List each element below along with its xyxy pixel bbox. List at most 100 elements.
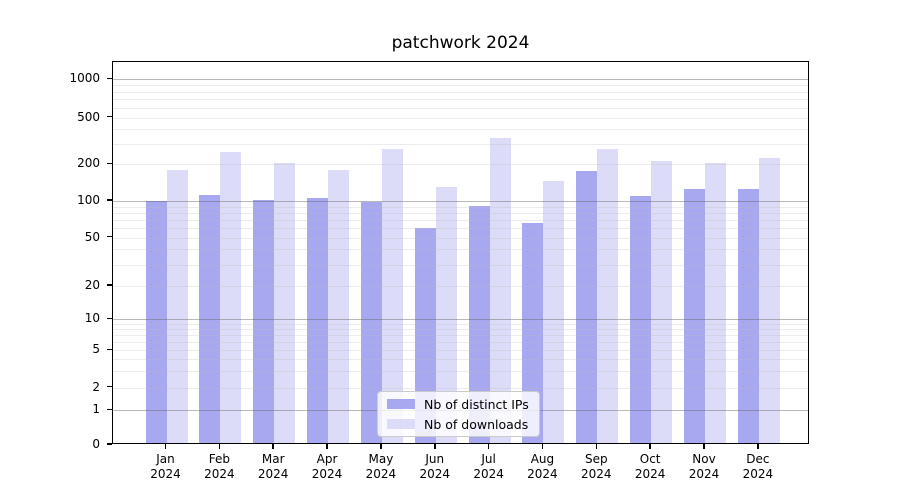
- gridline-minor: [113, 143, 808, 145]
- bar-downloads-jan: [166, 170, 188, 443]
- legend-swatch-distinct-ips: [387, 399, 415, 409]
- y-tick-mark: [107, 77, 112, 80]
- gridline-minor: [113, 206, 808, 208]
- y-tick-label: 1: [92, 402, 100, 417]
- bar-downloads-sep: [597, 149, 619, 443]
- legend-label-distinct-ips: Nb of distinct IPs: [424, 396, 529, 412]
- y-tick-label: 100: [77, 193, 100, 207]
- legend-entry-distinct-ips: Nb of distinct IPs: [387, 397, 529, 412]
- plot-area: [112, 61, 809, 444]
- chart-title: patchwork 2024: [391, 33, 530, 53]
- legend-label-downloads: Nb of downloads: [424, 416, 529, 432]
- bar-distinct-ips-nov: [684, 188, 705, 443]
- gridline-minor: [113, 359, 808, 361]
- x-tick-label-dec: Dec 2024: [742, 452, 774, 481]
- bar-downloads-mar: [274, 163, 296, 443]
- x-tick-label-jul: Jul 2024: [473, 452, 504, 481]
- y-tick-mark: [107, 348, 112, 351]
- gridline-minor: [113, 99, 808, 101]
- x-tick-mark: [703, 444, 705, 449]
- bar-downloads-jul: [489, 137, 511, 443]
- bar-downloads-aug: [543, 181, 565, 443]
- bar-distinct-ips-sep: [576, 170, 598, 443]
- x-tick-label-mar: Mar 2024: [257, 452, 289, 481]
- gridline-minor: [113, 350, 808, 352]
- bar-distinct-ips-oct: [630, 195, 652, 443]
- bar-downloads-nov: [705, 162, 726, 443]
- gridline-minor: [113, 329, 808, 331]
- gridline-minor: [113, 387, 808, 389]
- x-tick-mark: [164, 444, 167, 449]
- y-tick-label: 0: [92, 437, 100, 451]
- gridline-minor: [113, 335, 808, 337]
- gridline-major: [113, 319, 808, 321]
- gridline-minor: [113, 371, 808, 373]
- x-tick-mark: [541, 444, 544, 449]
- y-tick-label: 20: [84, 278, 100, 292]
- y-tick-mark: [107, 162, 112, 165]
- bar-distinct-ips-may: [360, 201, 382, 443]
- y-tick-label: 10: [84, 311, 100, 326]
- y-tick-mark: [107, 235, 112, 238]
- bar-downloads-dec: [758, 157, 780, 443]
- bar-distinct-ips-mar: [253, 199, 275, 443]
- x-tick-mark: [326, 444, 328, 449]
- y-tick-label: 1000: [69, 71, 100, 86]
- gridline-major: [113, 201, 808, 202]
- x-tick-mark: [272, 444, 274, 449]
- x-tick-label-apr: Apr 2024: [311, 452, 343, 481]
- y-tick-label: 50: [84, 229, 100, 244]
- x-tick-label-jun: Jun 2024: [419, 452, 451, 481]
- y-tick-label: 500: [77, 109, 100, 124]
- gridline-minor: [113, 212, 808, 214]
- bar-distinct-ips-feb: [199, 194, 221, 443]
- bar-distinct-ips-jan: [145, 200, 167, 443]
- x-tick-label-aug: Aug 2024: [527, 452, 558, 481]
- bar-distinct-ips-aug: [522, 223, 544, 443]
- x-tick-label-oct: Oct 2024: [634, 452, 666, 481]
- legend-swatch-downloads: [387, 419, 415, 429]
- y-tick-mark: [107, 199, 112, 201]
- x-tick-label-jan: Jan 2024: [150, 452, 181, 481]
- y-tick-mark: [107, 443, 112, 445]
- gridline-minor: [113, 85, 808, 87]
- bar-distinct-ips-jul: [468, 206, 490, 443]
- y-tick-mark: [107, 284, 112, 286]
- x-tick-mark: [487, 444, 490, 449]
- gridline-minor: [113, 286, 808, 287]
- bar-distinct-ips-dec: [737, 189, 759, 443]
- x-tick-label-nov: Nov 2024: [688, 452, 720, 481]
- x-tick-mark: [757, 444, 759, 449]
- x-tick-label-may: May 2024: [365, 452, 397, 481]
- gridline-minor: [113, 228, 808, 230]
- y-tick-mark: [107, 385, 112, 388]
- x-tick-label-feb: Feb 2024: [204, 452, 235, 481]
- x-tick-label-sep: Sep 2024: [581, 452, 612, 481]
- y-tick-label: 200: [77, 156, 100, 171]
- gridline-major: [113, 79, 808, 81]
- gridline-minor: [113, 342, 808, 344]
- x-tick-mark: [218, 444, 221, 449]
- legend: Nb of distinct IPs Nb of downloads: [377, 391, 540, 437]
- gridline-minor: [113, 129, 808, 131]
- gridline-minor: [113, 219, 808, 221]
- bar-distinct-ips-apr: [307, 197, 329, 443]
- gridline-minor: [113, 249, 808, 251]
- bar-downloads-feb: [220, 152, 242, 443]
- gridline-minor: [113, 324, 808, 325]
- y-tick-mark: [107, 115, 112, 118]
- y-tick-mark: [107, 317, 112, 320]
- gridline-minor: [113, 107, 808, 109]
- gridline-minor: [113, 117, 808, 119]
- y-tick-label: 5: [92, 342, 100, 357]
- bar-downloads-apr: [328, 170, 350, 443]
- gridline-minor: [113, 91, 808, 93]
- y-tick-label: 2: [92, 379, 100, 394]
- gridline-minor: [113, 237, 808, 239]
- x-tick-mark: [595, 444, 598, 449]
- x-tick-mark: [433, 444, 436, 449]
- bar-downloads-jun: [435, 187, 457, 443]
- y-tick-mark: [107, 408, 112, 411]
- gridline-minor: [113, 264, 808, 266]
